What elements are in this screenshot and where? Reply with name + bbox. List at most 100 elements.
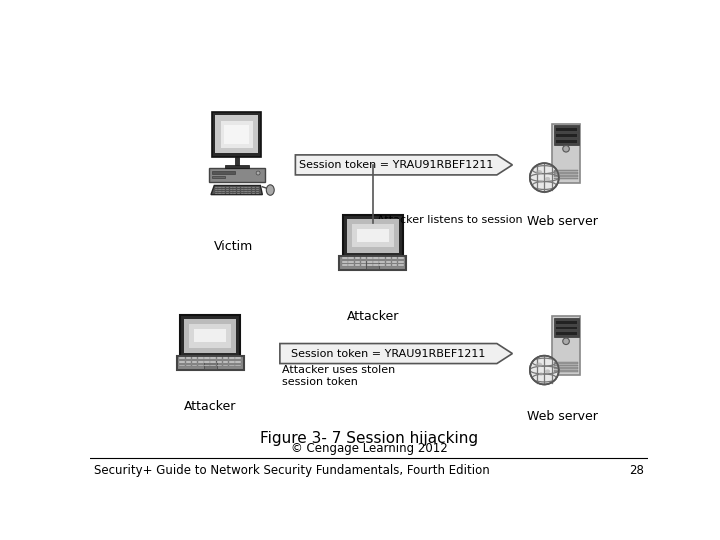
- Bar: [204, 361, 210, 363]
- Bar: [212, 176, 225, 178]
- Bar: [217, 357, 222, 359]
- Circle shape: [530, 163, 559, 192]
- Bar: [218, 193, 222, 194]
- Bar: [256, 191, 259, 192]
- Bar: [210, 357, 216, 359]
- Bar: [233, 187, 236, 188]
- Bar: [226, 189, 229, 190]
- Text: Attacker uses stolen
session token: Attacker uses stolen session token: [282, 365, 395, 387]
- Text: Attacker listens to session: Attacker listens to session: [377, 215, 523, 225]
- Bar: [352, 224, 394, 247]
- Bar: [248, 193, 251, 194]
- Bar: [181, 315, 240, 356]
- Bar: [218, 189, 222, 190]
- Bar: [252, 191, 255, 192]
- Bar: [342, 261, 348, 263]
- Bar: [554, 175, 578, 177]
- Bar: [554, 365, 578, 367]
- Text: Attacker: Attacker: [184, 400, 236, 413]
- Ellipse shape: [539, 180, 544, 183]
- Bar: [217, 361, 222, 363]
- Bar: [237, 191, 240, 192]
- Bar: [222, 357, 228, 359]
- Bar: [240, 191, 244, 192]
- Bar: [366, 261, 379, 269]
- Bar: [222, 191, 225, 192]
- Bar: [346, 219, 399, 253]
- Bar: [184, 319, 236, 353]
- Bar: [186, 364, 192, 367]
- Bar: [252, 193, 255, 194]
- Circle shape: [256, 171, 260, 175]
- Bar: [226, 191, 229, 192]
- Bar: [237, 193, 240, 194]
- Bar: [392, 261, 397, 263]
- Bar: [240, 193, 244, 194]
- Bar: [248, 189, 251, 190]
- Bar: [233, 189, 236, 190]
- Bar: [354, 257, 360, 259]
- Ellipse shape: [266, 185, 274, 195]
- Bar: [361, 261, 366, 263]
- Bar: [179, 361, 185, 363]
- Bar: [220, 120, 253, 148]
- Bar: [245, 187, 248, 188]
- Bar: [555, 127, 577, 131]
- Bar: [215, 189, 218, 190]
- Bar: [233, 191, 236, 192]
- Bar: [230, 191, 233, 192]
- Bar: [198, 361, 204, 363]
- Bar: [215, 187, 218, 188]
- Bar: [554, 370, 578, 372]
- Bar: [398, 261, 404, 263]
- Bar: [348, 265, 354, 266]
- Bar: [217, 364, 222, 367]
- Bar: [554, 172, 578, 174]
- Bar: [209, 168, 265, 182]
- Bar: [225, 165, 248, 168]
- Bar: [373, 257, 379, 259]
- Bar: [367, 261, 373, 263]
- Polygon shape: [211, 185, 262, 194]
- Bar: [222, 189, 225, 190]
- Bar: [204, 364, 210, 367]
- Bar: [555, 332, 577, 335]
- Bar: [552, 316, 580, 375]
- Bar: [373, 265, 379, 266]
- Bar: [235, 361, 240, 363]
- Bar: [342, 257, 348, 259]
- Bar: [555, 320, 577, 323]
- Bar: [222, 193, 225, 194]
- Ellipse shape: [536, 170, 542, 174]
- Bar: [554, 125, 579, 145]
- Polygon shape: [280, 343, 513, 363]
- Bar: [245, 191, 248, 192]
- Bar: [186, 357, 192, 359]
- Bar: [218, 187, 222, 188]
- Bar: [212, 171, 235, 174]
- Bar: [252, 187, 255, 188]
- Bar: [357, 229, 389, 242]
- Bar: [339, 256, 407, 271]
- Text: 28: 28: [629, 464, 644, 477]
- Bar: [215, 191, 218, 192]
- Bar: [235, 364, 240, 367]
- Bar: [179, 364, 185, 367]
- Bar: [367, 265, 373, 266]
- Bar: [379, 265, 385, 266]
- Bar: [373, 261, 379, 263]
- Bar: [226, 193, 229, 194]
- Bar: [392, 257, 397, 259]
- Bar: [235, 157, 238, 165]
- Bar: [379, 257, 385, 259]
- Ellipse shape: [545, 369, 550, 373]
- Bar: [240, 187, 244, 188]
- Bar: [218, 191, 222, 192]
- Text: Web server: Web server: [527, 410, 598, 423]
- Text: Session token = YRAU91RBEF1211: Session token = YRAU91RBEF1211: [291, 348, 485, 359]
- Text: Session token = YRAU91RBEF1211: Session token = YRAU91RBEF1211: [299, 160, 493, 170]
- Circle shape: [563, 338, 570, 345]
- Bar: [222, 364, 228, 367]
- Circle shape: [530, 356, 559, 384]
- Bar: [229, 357, 235, 359]
